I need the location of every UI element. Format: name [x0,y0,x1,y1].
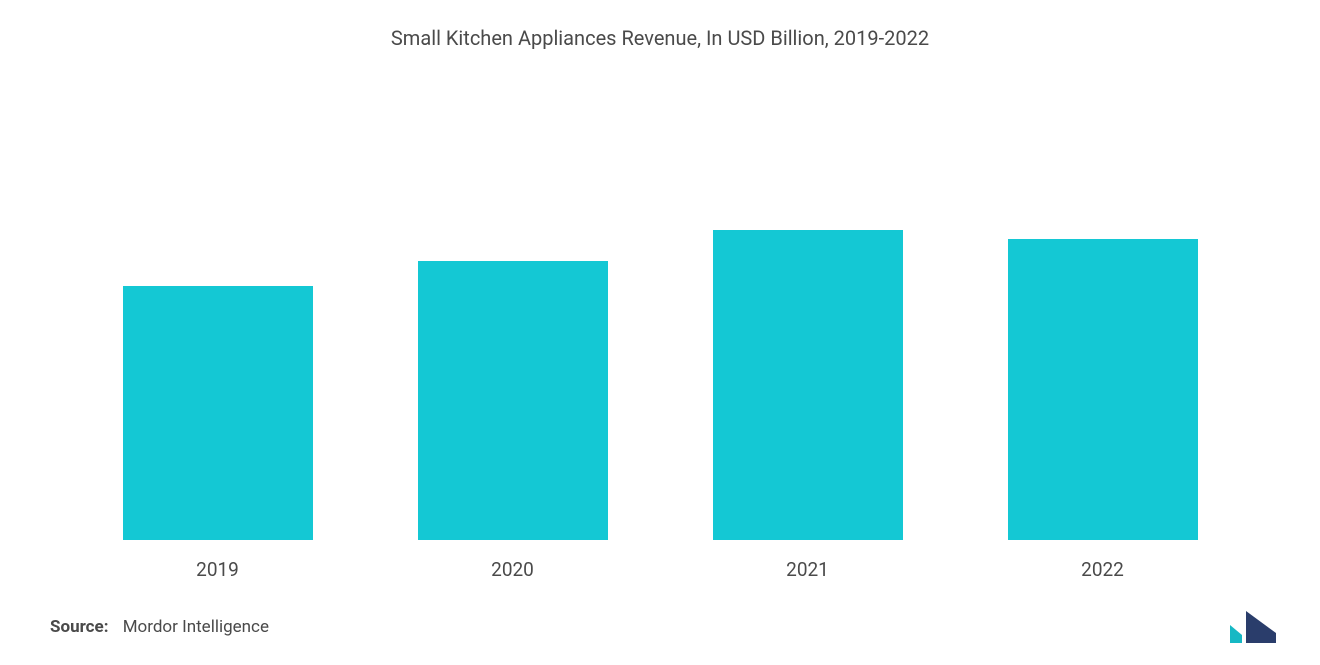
source-attribution: Source: Mordor Intelligence [50,617,269,637]
bar-2022 [1008,239,1198,540]
bar-slot [70,110,365,540]
x-label: 2021 [660,558,955,581]
x-label: 2020 [365,558,660,581]
x-axis-labels: 2019 2020 2021 2022 [50,558,1270,581]
bar-slot [660,110,955,540]
plot-area [50,110,1270,540]
chart-title: Small Kitchen Appliances Revenue, In USD… [50,26,1270,50]
chart-container: Small Kitchen Appliances Revenue, In USD… [0,0,1320,665]
bar-2021 [713,230,903,540]
x-label: 2022 [955,558,1250,581]
x-label: 2019 [70,558,365,581]
bar-2019 [123,286,313,540]
source-text: Mordor Intelligence [123,617,269,637]
bar-2020 [418,261,608,540]
bar-slot [365,110,660,540]
source-label: Source: [50,617,108,637]
mordor-logo-icon [1228,607,1286,645]
bar-slot [955,110,1250,540]
